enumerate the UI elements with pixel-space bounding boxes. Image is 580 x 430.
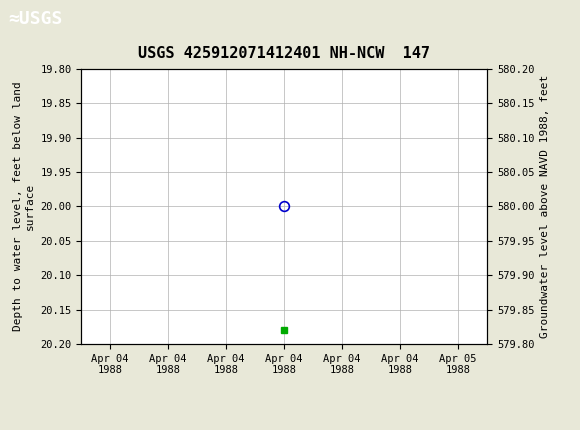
Y-axis label: Depth to water level, feet below land
surface: Depth to water level, feet below land su… <box>13 82 35 331</box>
Y-axis label: Groundwater level above NAVD 1988, feet: Groundwater level above NAVD 1988, feet <box>540 75 550 338</box>
Text: USGS 425912071412401 NH-NCW  147: USGS 425912071412401 NH-NCW 147 <box>138 46 430 61</box>
Text: ≈USGS: ≈USGS <box>9 10 63 28</box>
